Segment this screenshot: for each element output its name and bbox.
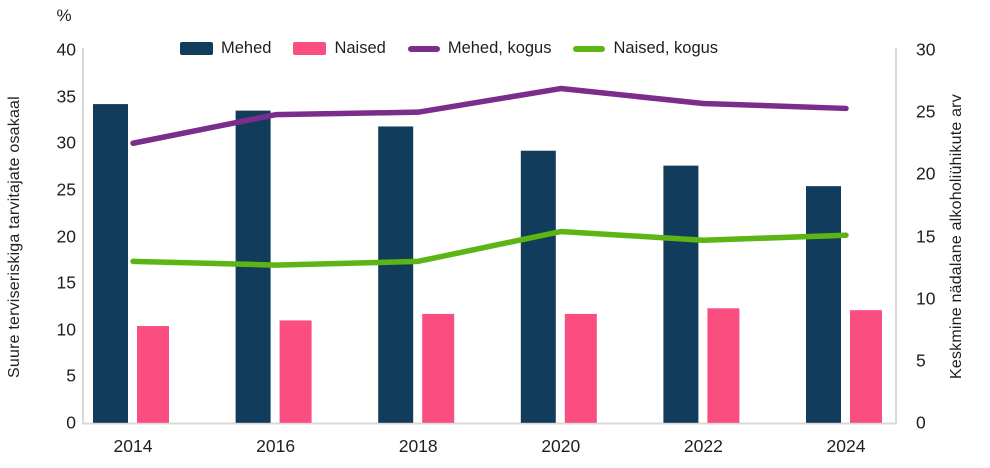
legend-label-naised: Naised (334, 39, 386, 57)
legend-item-mehed: Mehed (180, 39, 271, 58)
bar-mehed-2024 (806, 186, 841, 423)
mehed-kogus-line-swatch (407, 45, 440, 52)
right-axis-tick-label: 20 (916, 163, 936, 184)
legend-item-naised: Naised (293, 39, 386, 58)
right-axis-tick-label: 30 (916, 39, 936, 60)
bar-mehed-2018 (378, 126, 414, 423)
bar-mehed-2014 (93, 104, 128, 423)
right-axis-tick-label: 25 (916, 101, 936, 122)
x-axis-label: 2016 (256, 436, 296, 456)
legend: Mehed Naised Mehed, kogus Naised, kogus (180, 39, 718, 58)
naised-bar-swatch (293, 42, 327, 55)
bar-naised-2020 (564, 313, 597, 423)
bar-naised-2022 (707, 308, 740, 423)
left-axis-tick-label: 10 (56, 319, 76, 339)
left-axis-unit-label: % (56, 6, 72, 25)
legend-label-mehed: Mehed (221, 39, 272, 57)
left-axis-tick-label: 30 (56, 132, 76, 153)
x-axis-label: 2014 (113, 436, 153, 456)
bar-naised-2014 (137, 326, 169, 423)
legend-item-mehed-kogus: Mehed, kogus (407, 39, 552, 58)
legend-label-naised-kogus: Naised, kogus (613, 39, 719, 57)
x-axis-label: 2020 (541, 436, 581, 456)
left-axis-tick-label: 35 (56, 85, 76, 106)
bar-naised-2016 (279, 320, 312, 423)
x-axis-label: 2024 (826, 436, 866, 456)
right-axis-tick-label: 10 (916, 287, 936, 308)
right-axis-tick-label: 5 (916, 350, 926, 371)
bar-mehed-2020 (520, 150, 556, 423)
bar-mehed-2022 (663, 165, 699, 423)
bar-naised-2024 (850, 310, 882, 423)
naised-kogus-line-swatch (573, 45, 606, 52)
left-axis-tick-label: 40 (56, 39, 76, 60)
left-axis-tick-label: 25 (56, 179, 76, 200)
left-axis-tick-label: 15 (56, 272, 76, 293)
mehed-bar-swatch (180, 42, 213, 55)
left-axis-tick-label: 5 (66, 365, 76, 386)
bar-naised-2018 (422, 313, 455, 423)
line-naised-kogus (130, 228, 849, 268)
left-axis-tick-label: 20 (56, 225, 76, 246)
x-axis-label: 2018 (398, 436, 438, 456)
left-axis-tick-label: 0 (66, 412, 76, 433)
right-axis-tick-label: 15 (916, 225, 936, 246)
line-mehed-kogus (130, 85, 849, 146)
right-axis-tick-label: 0 (916, 412, 926, 433)
x-axis-label: 2022 (683, 436, 723, 456)
legend-item-naised-kogus: Naised, kogus (573, 39, 718, 58)
legend-label-mehed-kogus: Mehed, kogus (447, 39, 552, 57)
